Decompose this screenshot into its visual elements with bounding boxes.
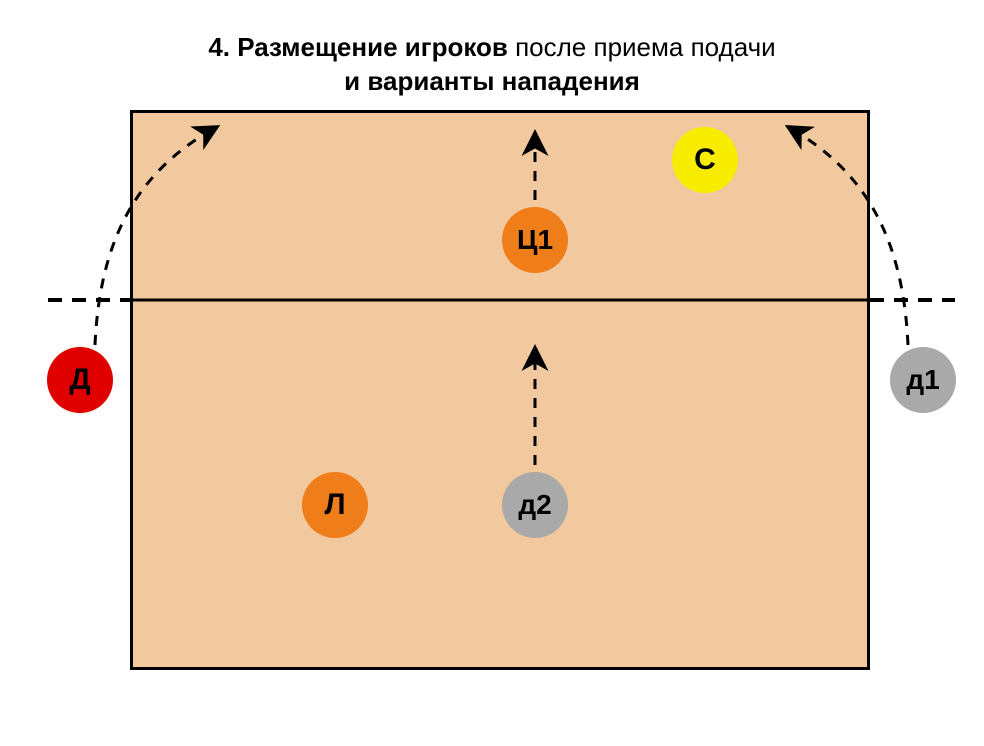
player-C: С [672, 127, 738, 193]
player-C-label: С [694, 143, 716, 177]
player-d1: д1 [890, 347, 956, 413]
player-L-label: Л [324, 488, 345, 522]
title-line-2: и варианты нападения [0, 64, 984, 98]
player-Ts1: Ц1 [502, 207, 568, 273]
player-L: Л [302, 472, 368, 538]
player-D-label: Д [69, 363, 90, 397]
player-d2: д2 [502, 472, 568, 538]
player-D: Д [47, 347, 113, 413]
diagram-title: 4. Размещение игроков после приема подач… [0, 30, 984, 98]
title-rest-1: после приема подачи [508, 32, 776, 62]
title-bold-1: 4. Размещение игроков [208, 32, 508, 62]
player-d2-label: д2 [518, 489, 551, 521]
player-Ts1-label: Ц1 [517, 224, 553, 256]
title-line-1: 4. Размещение игроков после приема подач… [0, 30, 984, 64]
player-d1-label: д1 [906, 364, 939, 396]
court [130, 110, 870, 670]
